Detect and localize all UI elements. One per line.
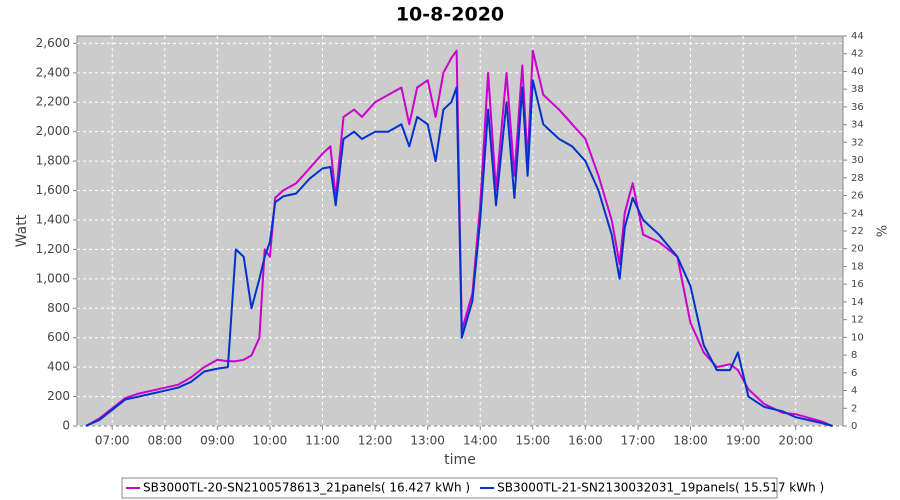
- y2-tick-label: 22: [851, 226, 864, 237]
- y-tick-label: 400: [47, 360, 70, 374]
- y-tick-label: 0: [62, 419, 70, 433]
- y-tick-label: 2,000: [36, 124, 70, 138]
- y2-tick-label: 36: [851, 102, 864, 113]
- y2-tick-label: 8: [851, 350, 857, 361]
- y-tick-label: 1,800: [36, 154, 70, 168]
- y2-tick-label: 18: [851, 261, 864, 272]
- y2-tick-label: 40: [851, 66, 864, 77]
- y2-tick-label: 6: [851, 368, 857, 379]
- y2-tick-label: 32: [851, 137, 864, 148]
- y-axis-label: Watt: [14, 214, 30, 247]
- x-tick-label: 10:00: [253, 434, 288, 448]
- x-tick-label: 07:00: [95, 434, 130, 448]
- x-tick-label: 14:00: [463, 434, 498, 448]
- x-tick-label: 09:00: [200, 434, 235, 448]
- y-tick-label: 2,200: [36, 95, 70, 109]
- y-tick-label: 1,200: [36, 242, 70, 256]
- y2-tick-label: 16: [851, 279, 864, 290]
- legend-label: SB3000TL-21-SN2130032031_19panels( 15.51…: [497, 481, 824, 495]
- y2-tick-label: 26: [851, 191, 864, 202]
- y2-tick-label: 10: [851, 332, 864, 343]
- x-tick-label: 16:00: [568, 434, 603, 448]
- y2-tick-label: 34: [851, 120, 864, 131]
- series-line: [85, 79, 833, 427]
- y2-tick-label: 14: [851, 297, 864, 308]
- x-tick-label: 15:00: [516, 434, 551, 448]
- y2-tick-label: 4: [851, 386, 857, 397]
- y-tick-label: 800: [47, 301, 70, 315]
- y-tick-label: 1,600: [36, 183, 70, 197]
- y-tick-label: 2,400: [36, 65, 70, 79]
- x-tick-label: 18:00: [673, 434, 708, 448]
- y2-tick-label: 12: [851, 315, 864, 326]
- x-tick-label: 12:00: [358, 434, 393, 448]
- y2-axis-label: %: [873, 225, 888, 237]
- x-tick-label: 13:00: [410, 434, 445, 448]
- x-tick-label: 17:00: [621, 434, 656, 448]
- series-line: [85, 49, 833, 427]
- x-tick-label: 08:00: [148, 434, 183, 448]
- x-tick-label: 11:00: [305, 434, 340, 448]
- y2-tick-label: 20: [851, 244, 864, 255]
- x-tick-label: 19:00: [726, 434, 761, 448]
- y2-tick-label: 44: [851, 31, 864, 42]
- y2-tick-label: 42: [851, 49, 864, 60]
- y-tick-label: 200: [47, 389, 70, 403]
- chart-title: 10-8-2020: [396, 4, 504, 26]
- y2-tick-label: 24: [851, 208, 864, 219]
- y2-tick-label: 30: [851, 155, 864, 166]
- x-axis-label: time: [444, 452, 476, 468]
- legend: [121, 477, 778, 499]
- y2-tick-label: 2: [851, 403, 857, 414]
- y-tick-label: 2,600: [36, 36, 70, 50]
- y-tick-label: 1,400: [36, 212, 70, 226]
- y2-tick-label: 28: [851, 173, 864, 184]
- y2-tick-label: 0: [851, 421, 857, 432]
- x-tick-label: 20:00: [778, 434, 813, 448]
- y-tick-label: 600: [47, 330, 70, 344]
- y2-tick-label: 38: [851, 84, 864, 95]
- legend-label: SB3000TL-20-SN2100578613_21panels( 16.42…: [143, 481, 470, 495]
- y-tick-label: 1,000: [36, 271, 70, 285]
